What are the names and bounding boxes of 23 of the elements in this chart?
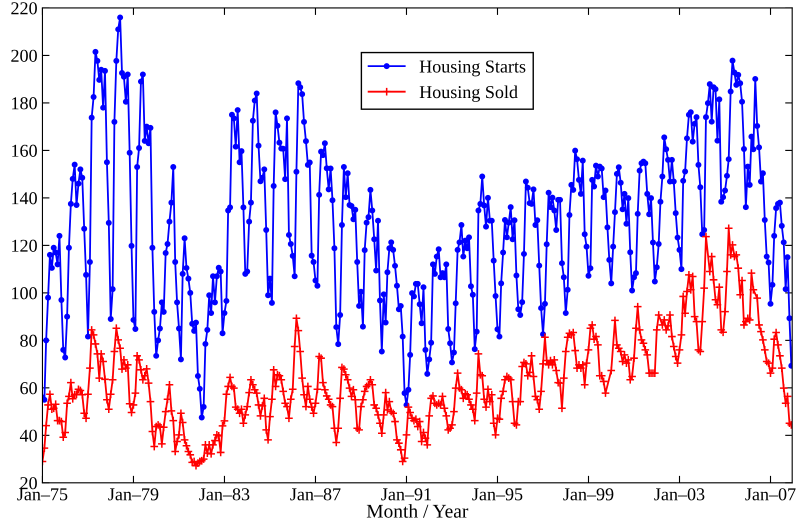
legend-label: Housing Sold bbox=[420, 85, 518, 102]
x-tick-label: Jan–79 bbox=[108, 488, 158, 500]
x-tick-label: Jan–83 bbox=[199, 488, 250, 500]
y-tick-label: 200 bbox=[11, 50, 37, 62]
y-tick-label: 40 bbox=[20, 430, 37, 442]
x-tick-label: Jan–87 bbox=[290, 488, 341, 500]
y-tick-label: 160 bbox=[12, 144, 37, 157]
y-tick-label: 60 bbox=[20, 382, 37, 394]
x-tick-label: Jan–75 bbox=[17, 488, 68, 500]
x-tick-label: Jan–03 bbox=[654, 488, 704, 500]
y-tick-label: 220 bbox=[11, 2, 37, 14]
y-tick-label: 120 bbox=[12, 240, 37, 252]
y-tick-label: 140 bbox=[12, 192, 37, 204]
x-tick-label: Jan–95 bbox=[472, 488, 522, 500]
y-tick-label: 80 bbox=[20, 334, 37, 347]
x-tick-label: Jan–99 bbox=[563, 488, 614, 500]
y-tick-label: 20 bbox=[20, 477, 37, 490]
y-tick-label: 180 bbox=[12, 97, 37, 110]
y-tick-label: 100 bbox=[12, 287, 37, 300]
legend-label: Housing Starts bbox=[420, 60, 526, 76]
x-axis-title: Month / Year bbox=[366, 504, 468, 518]
x-tick-label: Jan–91 bbox=[381, 488, 431, 500]
x-tick-label: Jan–07 bbox=[745, 488, 796, 500]
